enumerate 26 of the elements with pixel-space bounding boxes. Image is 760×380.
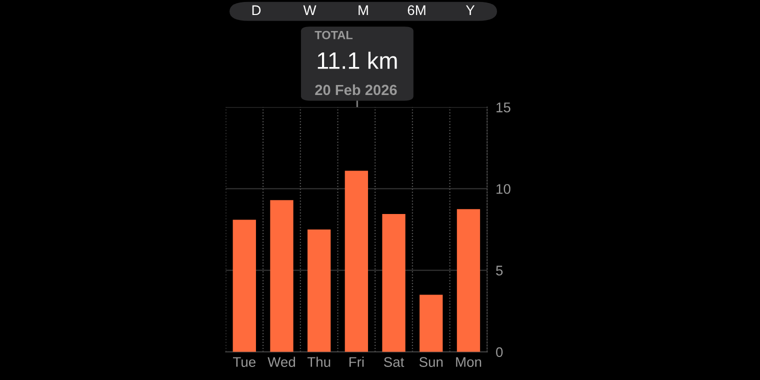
x-tick-label: Fri <box>349 356 364 367</box>
x-tick-label: Mon <box>456 357 482 367</box>
y-tick-label: 5 <box>496 266 503 276</box>
x-tick-label: Wed <box>268 356 296 367</box>
text: M <box>358 5 368 15</box>
y-tick-label: 15 <box>496 102 510 112</box>
bar <box>420 294 443 352</box>
text: D <box>252 5 261 15</box>
x-tick-label: Sun <box>419 357 443 367</box>
text: W <box>303 5 316 15</box>
text: Y <box>466 5 475 15</box>
x-tick-label: Tue <box>233 357 256 367</box>
text: TOTAL <box>314 30 353 40</box>
y-tick-label: 0 <box>496 347 503 358</box>
bar <box>456 209 480 352</box>
bar <box>382 214 406 352</box>
x-tick-label: Sat <box>384 357 404 367</box>
y-tick-label: 10 <box>496 184 510 194</box>
text: 6M <box>408 5 426 16</box>
bar <box>232 220 256 352</box>
text: 11.1 km <box>318 52 397 69</box>
bar <box>344 170 368 352</box>
text: 20 Feb 2026 <box>315 84 397 96</box>
bar <box>308 230 331 352</box>
x-tick-label: Thu <box>307 356 330 367</box>
bar <box>270 200 294 352</box>
